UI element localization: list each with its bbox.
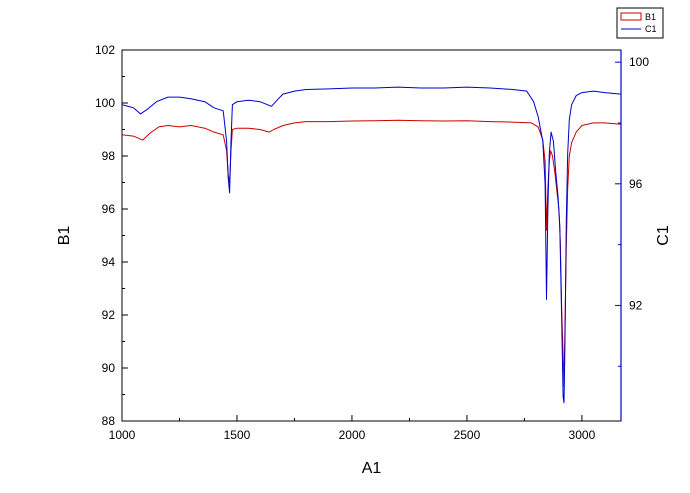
x-tick-label: 3000 bbox=[569, 428, 596, 442]
y-axis-right: 92 96 100 bbox=[615, 50, 649, 421]
x-tick-label: 1000 bbox=[109, 428, 136, 442]
series-layer bbox=[121, 86, 622, 404]
y-tick-label: 88 bbox=[102, 414, 116, 428]
y-tick-label: 94 bbox=[102, 255, 116, 269]
y-tick-label: 92 bbox=[102, 308, 116, 322]
x-axis: 1000 1500 2000 2500 3000 bbox=[109, 415, 596, 442]
y-tick-label: 100 bbox=[95, 96, 115, 110]
x-axis-title: A1 bbox=[362, 460, 382, 477]
y2-tick-label: 100 bbox=[629, 55, 649, 69]
y-tick-label: 90 bbox=[102, 361, 116, 375]
series-line-c1 bbox=[121, 86, 622, 404]
y2-tick-label: 92 bbox=[629, 298, 643, 312]
y2-tick-label: 96 bbox=[629, 177, 643, 191]
y-axis-left: 88 90 92 94 96 98 100 102 bbox=[95, 43, 128, 428]
legend-swatch-b1 bbox=[620, 12, 642, 21]
y-axis-title: B1 bbox=[56, 226, 73, 246]
plot-area bbox=[121, 49, 622, 422]
y2-axis-title: C1 bbox=[655, 225, 672, 246]
x-tick-label: 2500 bbox=[454, 428, 481, 442]
y-tick-label: 96 bbox=[102, 202, 116, 216]
y-tick-label: 102 bbox=[95, 43, 115, 57]
legend-label-c1: C1 bbox=[645, 24, 657, 34]
y-tick-label: 98 bbox=[102, 149, 116, 163]
legend-label-b1: B1 bbox=[645, 12, 656, 22]
plot-frame bbox=[121, 49, 622, 422]
x-tick-label: 2000 bbox=[339, 428, 366, 442]
x-tick-label: 1500 bbox=[224, 428, 251, 442]
